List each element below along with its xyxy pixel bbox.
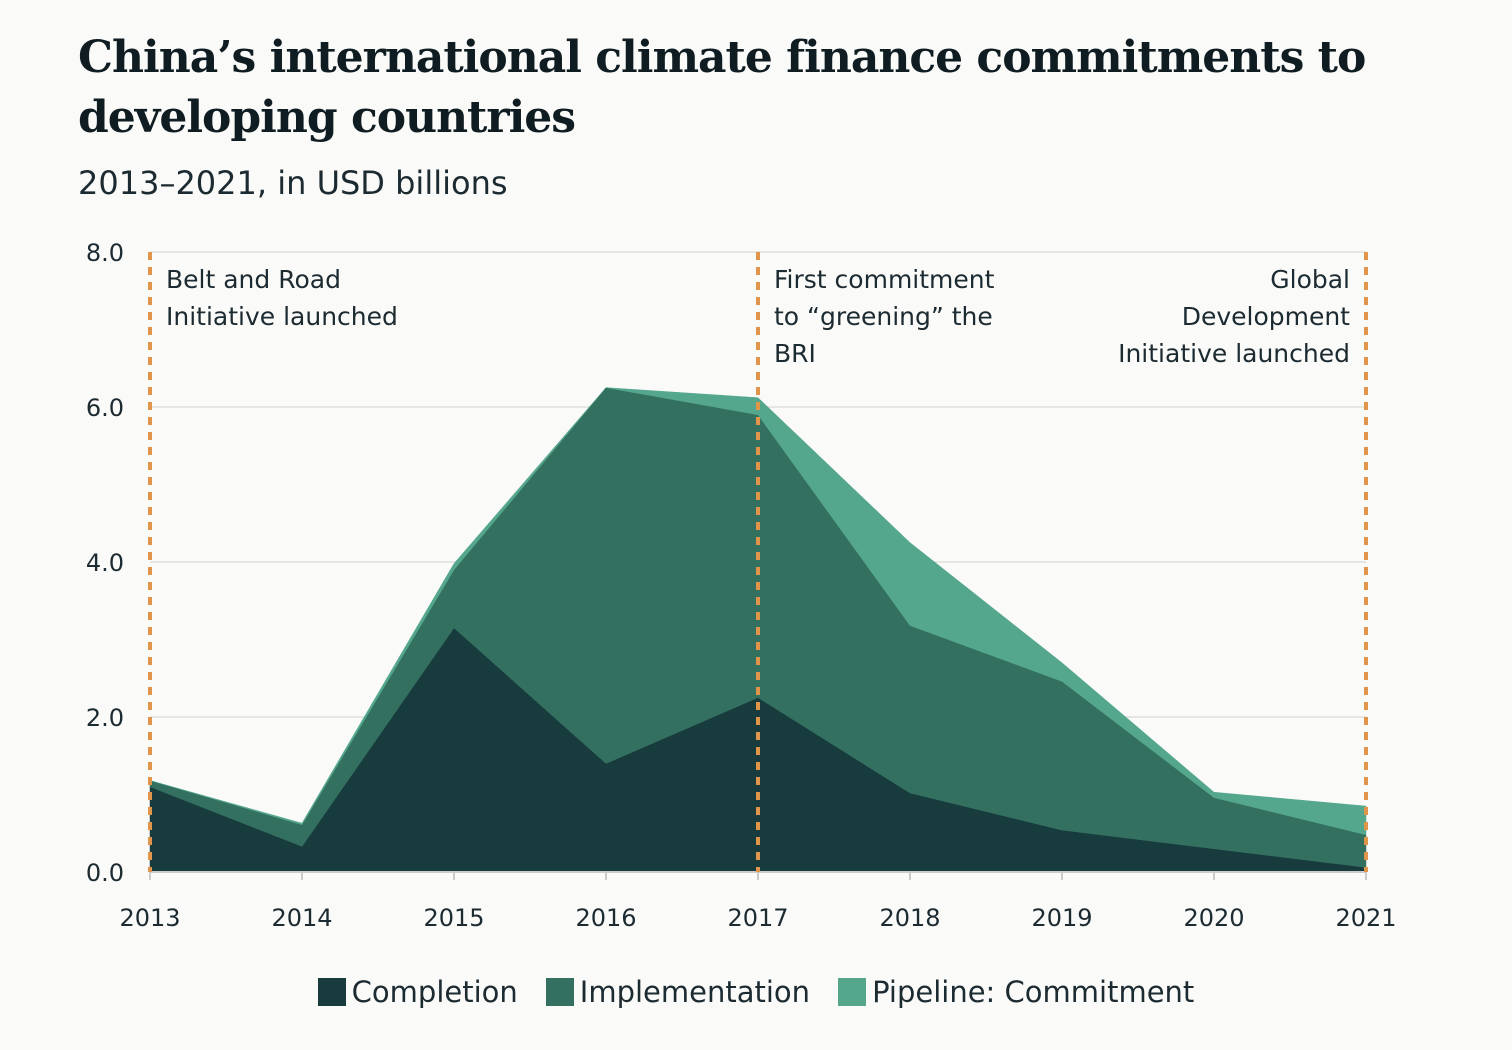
x-tick-label: 2017 xyxy=(727,904,788,932)
y-tick-label: 0.0 xyxy=(86,859,124,887)
legend-swatch-pipeline-commitment xyxy=(838,978,867,1006)
legend-label-pipeline-commitment: Pipeline: Commitment xyxy=(872,975,1195,1009)
annotation-text: Global xyxy=(1270,265,1350,294)
x-tick-label: 2015 xyxy=(423,904,484,932)
area-series-pipeline-commitment xyxy=(149,387,1367,836)
annotation-text: First commitment xyxy=(774,265,995,294)
x-tick-label: 2021 xyxy=(1335,904,1396,932)
annotation-text: to “greening” the xyxy=(774,302,993,331)
legend-item-implementation: Implementation xyxy=(545,975,811,1009)
chart-subtitle: 2013–2021, in USD billions xyxy=(78,164,508,202)
y-tick-label: 8.0 xyxy=(86,239,124,267)
chart-title: China’s international climate finance co… xyxy=(78,32,1366,143)
legend-label-completion: Completion xyxy=(351,975,518,1009)
annotation-text: BRI xyxy=(774,339,816,368)
y-tick-label: 4.0 xyxy=(86,549,124,577)
x-tick-label: 2016 xyxy=(575,904,636,932)
legend-swatch-implementation xyxy=(545,978,574,1006)
legend-label-implementation: Implementation xyxy=(579,975,811,1009)
x-tick-label: 2014 xyxy=(271,904,332,932)
chart-legend: Completion Implementation Pipeline: Comm… xyxy=(0,975,1512,1009)
annotation-text: Belt and Road xyxy=(166,265,341,294)
annotation-text: Initiative launched xyxy=(166,302,398,331)
annotation-text: Development xyxy=(1182,302,1350,331)
legend-item-completion: Completion xyxy=(317,975,518,1009)
legend-swatch-completion xyxy=(317,978,346,1006)
y-tick-label: 6.0 xyxy=(86,394,124,422)
x-tick-label: 2018 xyxy=(879,904,940,932)
annotation-text: Initiative launched xyxy=(1118,339,1350,368)
chart-plot: 0.0 2.0 4.0 6.0 8.0 2013 2014 2015 2016 2017 2018 2… xyxy=(86,239,1397,932)
x-tick-label: 2020 xyxy=(1183,904,1244,932)
x-tick-label: 2013 xyxy=(119,904,180,932)
y-tick-label: 2.0 xyxy=(86,704,124,732)
x-tick-label: 2019 xyxy=(1031,904,1092,932)
legend-item-pipeline-commitment: Pipeline: Commitment xyxy=(838,975,1194,1009)
